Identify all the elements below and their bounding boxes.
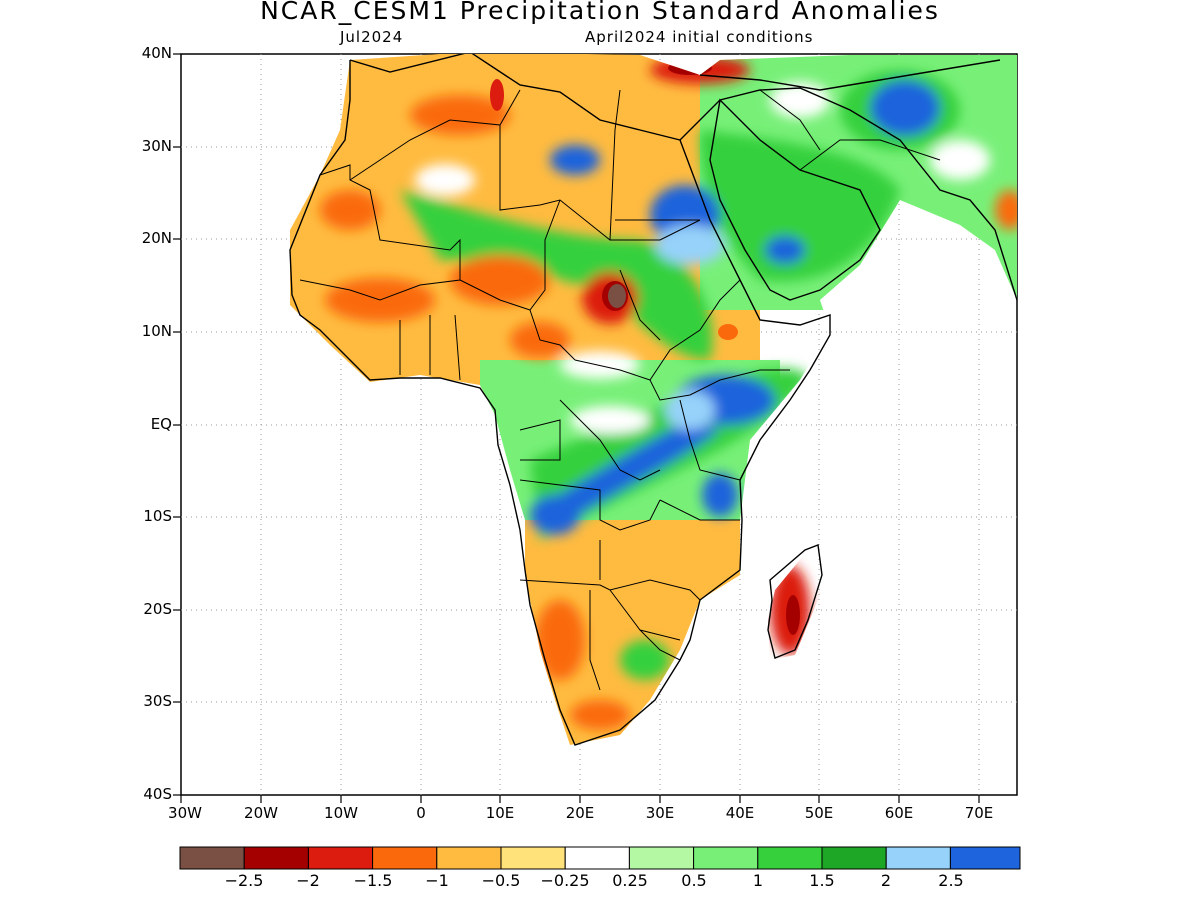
lat-label: 20S	[143, 600, 172, 618]
lat-label: EQ	[150, 415, 172, 433]
colorbar-label: 0.25	[612, 871, 648, 890]
lat-label: 10S	[143, 507, 172, 525]
colorbar-swatch	[243, 846, 309, 870]
lat-label: 20N	[141, 229, 172, 247]
colorbar	[179, 846, 1021, 870]
colorbar-swatch	[693, 846, 759, 870]
colorbar-swatch	[372, 846, 438, 870]
axis-ticks	[173, 53, 980, 803]
lat-label: 40S	[143, 785, 172, 803]
colorbar-label: 1	[752, 871, 764, 890]
subtitle-initial-conditions: April2024 initial conditions	[585, 28, 814, 46]
lat-label: 10N	[141, 322, 172, 340]
colorbar-swatch	[885, 846, 951, 870]
colorbar-swatch	[307, 846, 374, 870]
colorbar-swatch	[436, 846, 502, 870]
country-borders	[299, 89, 941, 691]
lon-label: 0	[416, 804, 426, 822]
colorbar-label: 0.5	[681, 871, 707, 890]
colorbar-label: 2	[880, 871, 892, 890]
colorbar-label: −2.5	[224, 871, 264, 890]
lon-label: 10W	[324, 804, 358, 822]
lat-label: 30S	[143, 692, 172, 710]
lat-label: 30N	[141, 137, 172, 155]
subtitle-month: Jul2024	[340, 28, 404, 46]
lon-label: 20W	[244, 804, 278, 822]
colorbar-swatch	[628, 846, 695, 870]
lon-label: 70E	[964, 804, 994, 822]
lon-label: 60E	[884, 804, 914, 822]
colorbar-label: −1	[425, 871, 449, 890]
lon-label: 50E	[804, 804, 834, 822]
colorbar-label: −1.5	[353, 871, 393, 890]
coastlines	[289, 54, 1017, 746]
lon-label: 20E	[565, 804, 595, 822]
lon-label: 30E	[645, 804, 675, 822]
colorbar-label: 2.5	[938, 871, 964, 890]
colorbar-label: −0.25	[540, 871, 590, 890]
colorbar-swatch	[949, 846, 1021, 870]
colorbar-swatch	[821, 846, 887, 870]
colorbar-label: −0.5	[481, 871, 521, 890]
colorbar-label: −2	[296, 871, 320, 890]
lon-label: 30W	[168, 804, 202, 822]
chart-title: NCAR_CESM1 Precipitation Standard Anomal…	[260, 0, 940, 25]
colorbar-swatch	[500, 846, 566, 870]
colorbar-swatch	[179, 846, 245, 870]
lon-label: 10E	[485, 804, 515, 822]
colorbar-swatch	[757, 846, 823, 870]
lon-label: 40E	[725, 804, 755, 822]
colorbar-swatch	[564, 846, 630, 870]
lat-label: 40N	[141, 44, 172, 62]
colorbar-label: 1.5	[809, 871, 835, 890]
